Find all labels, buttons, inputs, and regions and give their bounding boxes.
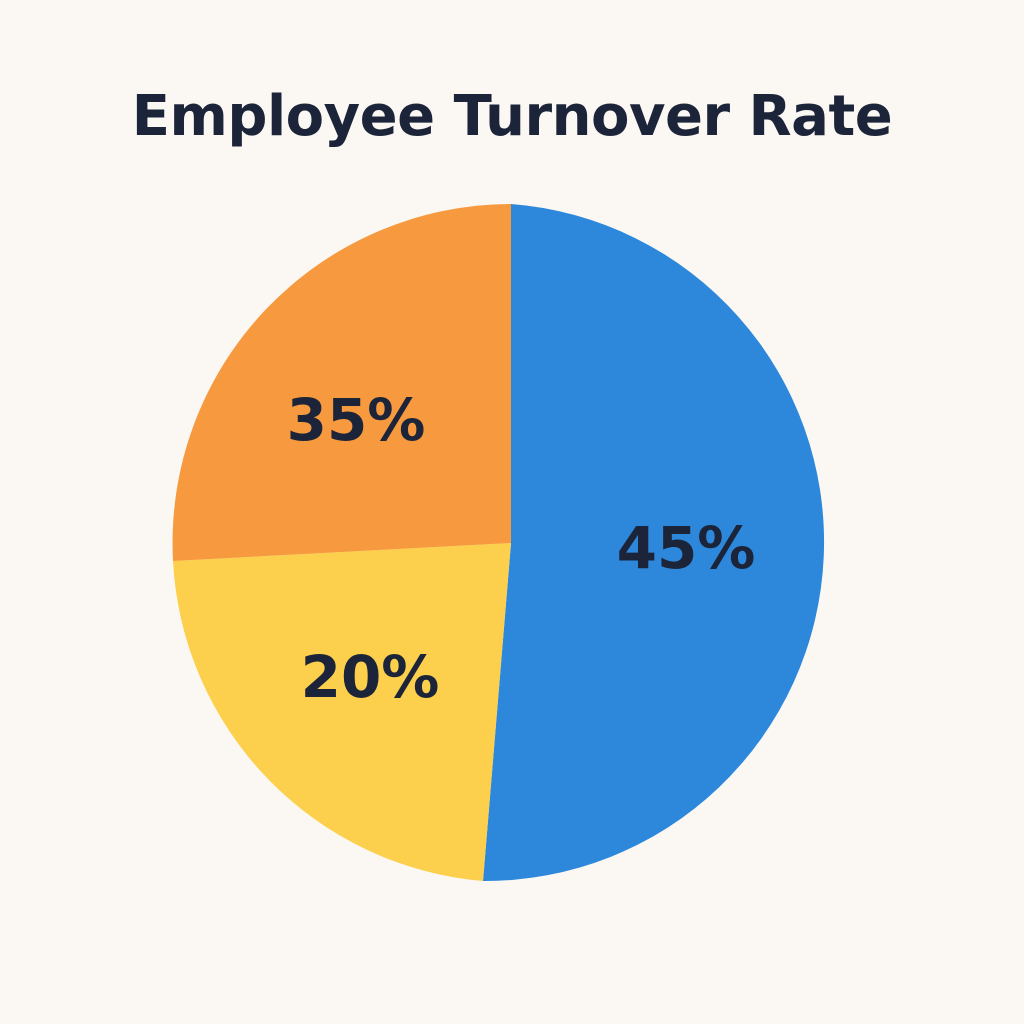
slice-label-45: 45% <box>616 514 756 582</box>
pie-slice-20 <box>173 543 511 881</box>
slice-label-20: 20% <box>300 643 440 711</box>
chart-title: Employee Turnover Rate <box>131 84 893 149</box>
slice-label-35: 35% <box>286 386 426 454</box>
pie-slice-45 <box>483 204 825 882</box>
pie-slice-35 <box>172 204 511 561</box>
